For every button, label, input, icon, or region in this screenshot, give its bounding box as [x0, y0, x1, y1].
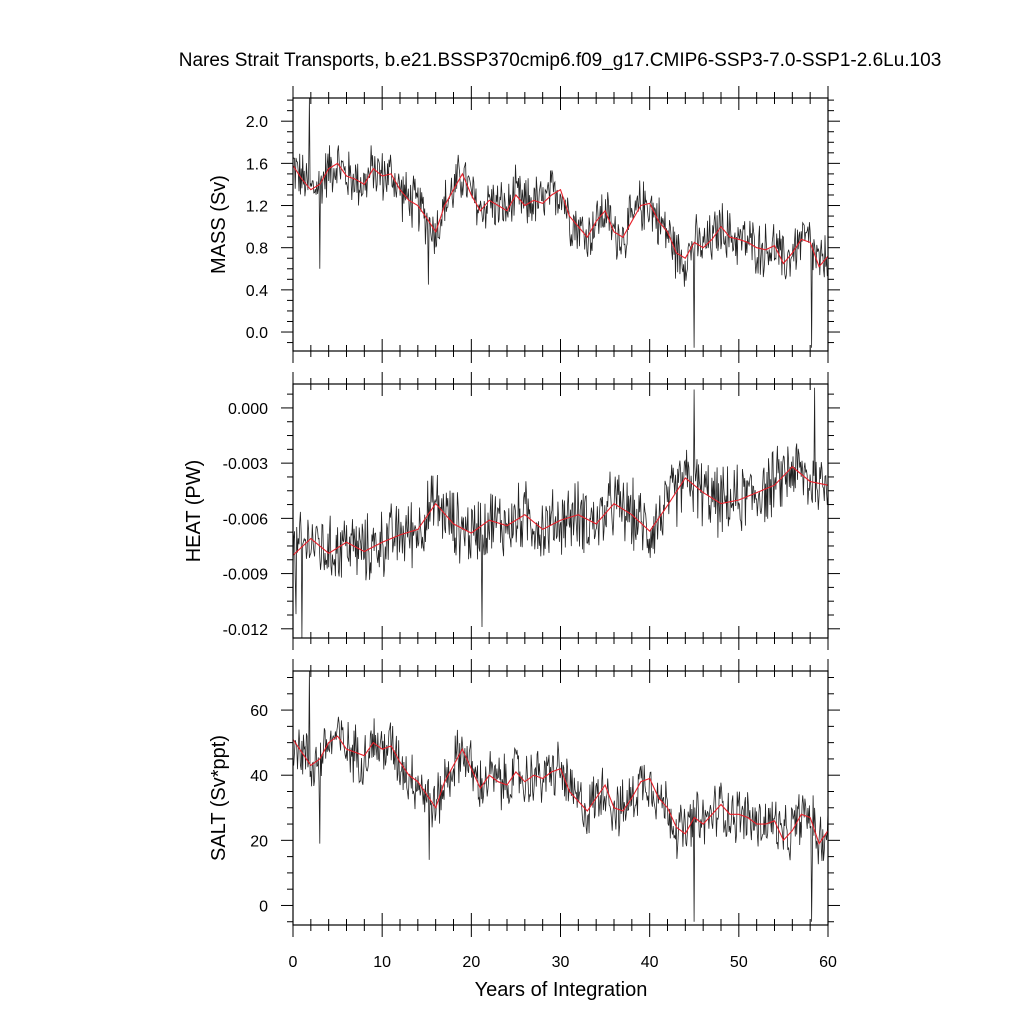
figure-title: Nares Strait Transports, b.e21.BSSP370cm… [179, 50, 942, 71]
salt-y-axis-label: SALT (Sv*ppt) [208, 735, 230, 861]
mass-mean-series-line [293, 162, 828, 268]
heat-mean-series-line [293, 466, 828, 556]
salt-x-tick-label: 40 [641, 954, 659, 971]
mass-y-tick-label: 1.2 [246, 199, 268, 216]
heat-plot-frame [292, 383, 829, 639]
salt-x-tick-label: 60 [819, 954, 837, 971]
heat-y-tick-label: -0.012 [223, 622, 268, 639]
salt-x-tick-label: 20 [462, 954, 480, 971]
x-axis-label: Years of Integration [475, 979, 648, 1001]
mass-y-axis-label: MASS (Sv) [208, 175, 230, 274]
salt-x-tick-label: 10 [373, 954, 391, 971]
salt-x-tick-label: 50 [730, 954, 748, 971]
salt-y-tick-label: 40 [250, 768, 268, 785]
salt-mean-series-line [293, 735, 828, 845]
salt-monthly-series-line [293, 671, 828, 922]
salt-y-tick-label: 20 [250, 833, 268, 850]
heat-y-axis-label: HEAT (PW) [183, 460, 205, 563]
mass-y-tick-label: 0.8 [246, 241, 268, 258]
mass-panel: 0.0 0.4 0.8 1.2 1.6 2.0 MASS (Sv) [208, 86, 840, 363]
salt-y-tick-label: 60 [250, 703, 268, 720]
mass-y-tick-label: 2.0 [246, 114, 268, 131]
heat-y-tick-label: 0.000 [228, 401, 268, 418]
salt-x-tick-label: 30 [552, 954, 570, 971]
heat-y-tick-label: -0.006 [223, 511, 268, 528]
mass-y-tick-label: 0.4 [246, 283, 268, 300]
mass-y-tick-label: 1.6 [246, 156, 268, 173]
heat-y-tick-label: -0.009 [223, 567, 268, 584]
salt-panel: 0 20 40 60 0 10 20 30 40 50 60 SALT (Sv*ppt) [208, 659, 840, 971]
mass-y-tick-label: 0.0 [246, 325, 268, 342]
heat-panel: -0.012 -0.009 -0.006 -0.003 0.000 HEAT (PW) [183, 372, 840, 650]
mass-monthly-series-line [293, 98, 828, 348]
salt-y-tick-label: 0 [259, 898, 268, 915]
heat-monthly-series-line [293, 387, 828, 638]
heat-y-tick-label: -0.003 [223, 456, 268, 473]
salt-x-tick-label: 0 [289, 954, 298, 971]
mass-plot-frame [292, 97, 829, 352]
